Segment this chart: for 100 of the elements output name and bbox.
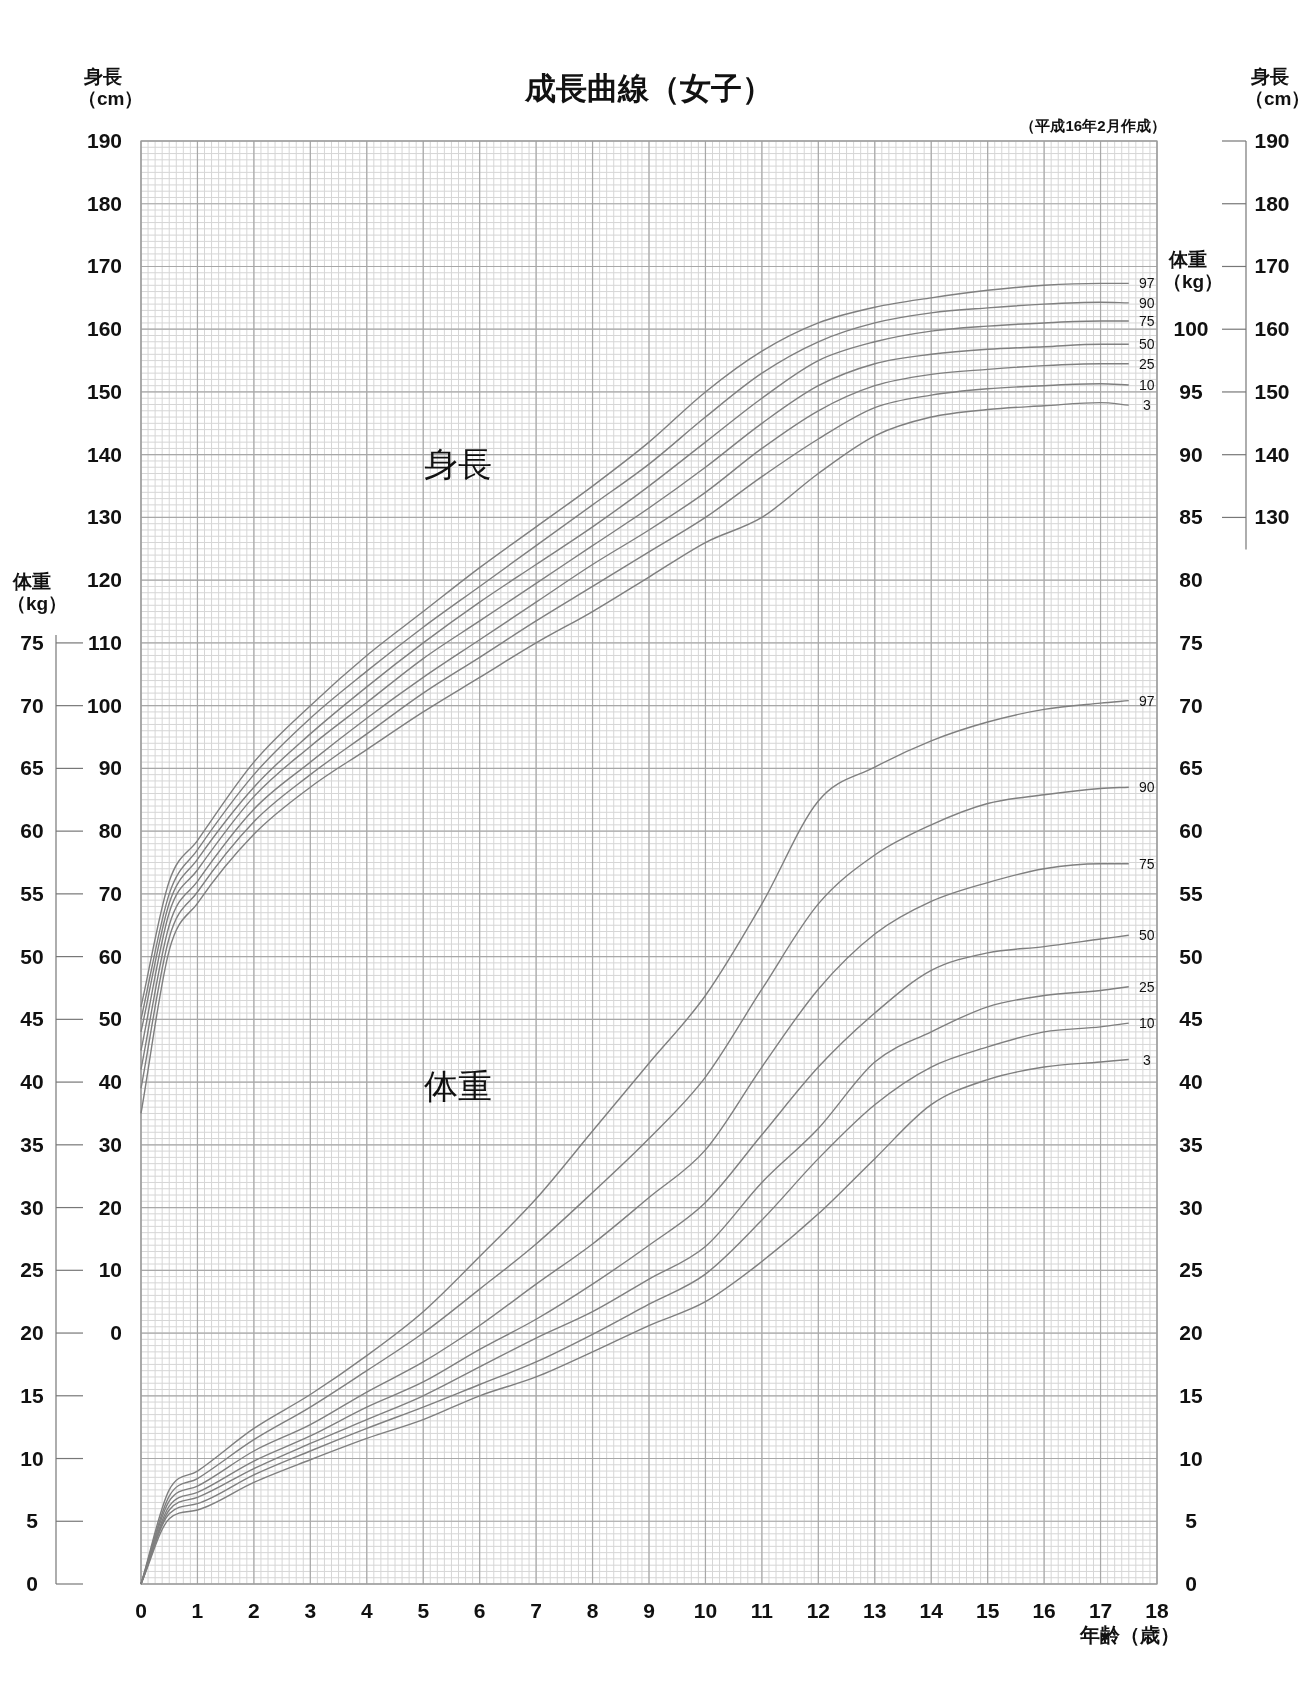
- y2tick: 15: [1179, 1383, 1203, 1407]
- y2tick: 0: [1185, 1572, 1197, 1595]
- y2tick: 150: [1254, 379, 1290, 403]
- ytick: 110: [88, 630, 122, 654]
- y2tick: 45: [1179, 1007, 1203, 1031]
- xtick: 0: [135, 1599, 147, 1622]
- series-label: 50: [1139, 927, 1155, 944]
- ytick: 0: [110, 1321, 122, 1345]
- ytick: 5: [26, 1509, 38, 1533]
- xtick: 9: [643, 1599, 655, 1622]
- y2tick: 25: [1179, 1258, 1203, 1282]
- ytick: 70: [98, 881, 122, 905]
- xtick: 6: [473, 1599, 486, 1622]
- y2tick: 50: [1179, 944, 1203, 968]
- ytick: 130: [86, 505, 122, 529]
- annotation: 身長: [424, 445, 492, 483]
- series-label: 90: [1139, 294, 1155, 311]
- ytick: 10: [98, 1258, 122, 1282]
- series-label: 90: [1139, 779, 1155, 796]
- annotation: （平成16年2月作成）: [1020, 117, 1166, 134]
- xtick: 13: [863, 1599, 887, 1622]
- ytick: 20: [98, 1195, 122, 1219]
- y2tick: 100: [1173, 317, 1209, 341]
- ytick: 60: [98, 944, 122, 968]
- series-label: 25: [1139, 978, 1155, 995]
- ytick: 60: [20, 819, 44, 843]
- ytick: 75: [20, 630, 44, 654]
- annotation: 体重: [424, 1067, 492, 1105]
- y2tick: 40: [1179, 1070, 1203, 1094]
- y2tick: 30: [1179, 1195, 1203, 1219]
- series-label: 75: [1139, 855, 1155, 872]
- y2tick: 90: [1179, 442, 1203, 466]
- y2tick: 70: [1179, 693, 1203, 717]
- series-label: 75: [1139, 313, 1155, 330]
- ytick: 30: [98, 1132, 122, 1156]
- y2tick: 180: [1254, 191, 1290, 215]
- xtick: 4: [360, 1599, 373, 1622]
- ytick: 70: [20, 693, 44, 717]
- y2tick: 190: [1254, 129, 1290, 152]
- ytick: 10: [20, 1446, 44, 1470]
- ytick: 20: [20, 1321, 44, 1345]
- series-label: 97: [1139, 275, 1155, 292]
- series-label: 97: [1139, 692, 1155, 709]
- xtick: 12: [806, 1599, 830, 1622]
- xtick: 11: [750, 1599, 773, 1622]
- xtick: 7: [530, 1599, 542, 1622]
- y2tick: 65: [1179, 756, 1203, 780]
- ytick: 150: [86, 379, 122, 403]
- ytick: 0: [26, 1572, 38, 1595]
- y2tick: 60: [1179, 819, 1203, 843]
- ytick: 45: [20, 1007, 44, 1031]
- y2tick: 35: [1179, 1132, 1203, 1156]
- series-label: 3: [1142, 1051, 1151, 1068]
- series-label: 10: [1139, 377, 1155, 394]
- xtick: 8: [586, 1599, 599, 1622]
- y2tick: 95: [1179, 379, 1203, 403]
- ytick: 50: [98, 1007, 122, 1031]
- ytick: 180: [86, 191, 122, 215]
- xtick: 1: [191, 1599, 204, 1622]
- xtick: 16: [1032, 1599, 1056, 1622]
- ytick: 190: [86, 129, 122, 152]
- y2tick: 170: [1254, 254, 1290, 278]
- xtick: 17: [1088, 1599, 1113, 1622]
- y2tick: 20: [1179, 1321, 1203, 1345]
- ytick: 140: [86, 442, 122, 466]
- ytick: 25: [20, 1258, 44, 1282]
- ytick: 40: [20, 1070, 44, 1094]
- title: 成長曲線（女子）: [525, 71, 773, 106]
- ytick: 80: [98, 819, 122, 843]
- ytick: 15: [20, 1383, 44, 1407]
- ytick: 50: [20, 944, 44, 968]
- ytick: 40: [98, 1070, 122, 1094]
- y2tick: 130: [1254, 505, 1290, 529]
- y2tick: 10: [1179, 1446, 1203, 1470]
- y2tick: 160: [1254, 317, 1290, 341]
- series-label: 10: [1139, 1015, 1155, 1032]
- ytick: 90: [98, 756, 122, 780]
- y2tick: 75: [1179, 630, 1203, 654]
- ytick: 55: [20, 881, 44, 905]
- xtick: 15: [976, 1599, 1000, 1622]
- ytick: 160: [86, 317, 122, 341]
- xtick: 3: [304, 1599, 317, 1622]
- xtick: 14: [919, 1599, 943, 1622]
- y2tick: 55: [1179, 881, 1203, 905]
- series-label: 3: [1142, 397, 1151, 414]
- xtick: 10: [693, 1599, 718, 1622]
- ytick: 65: [20, 756, 44, 780]
- ytick: 100: [86, 693, 122, 717]
- ytick: 35: [20, 1132, 44, 1156]
- y2label: 体重（kg）: [1163, 249, 1213, 294]
- series-label: 25: [1139, 355, 1155, 372]
- xtick: 18: [1145, 1599, 1169, 1622]
- y2tick: 80: [1179, 568, 1203, 592]
- y2tick: 5: [1185, 1509, 1197, 1533]
- ylabel: 体重（kg）: [7, 570, 57, 615]
- y2tick: 140: [1254, 442, 1290, 466]
- series-label: 50: [1139, 336, 1155, 353]
- y2tick: 85: [1179, 505, 1203, 529]
- ytick: 120: [86, 568, 122, 592]
- ytick: 30: [20, 1195, 44, 1219]
